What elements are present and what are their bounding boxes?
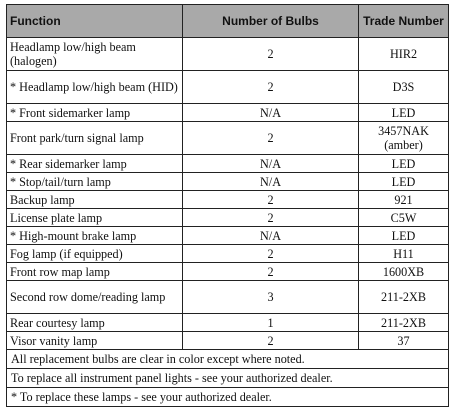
bulb-count-cell: 2 [182, 70, 359, 104]
table-row: Fog lamp (if equipped) 2 H11 [6, 244, 449, 263]
function-cell: * Headlamp low/high beam (HID) [6, 70, 183, 104]
bulb-specification-table-container: Function Number of Bulbs Trade Number He… [6, 4, 449, 407]
bulb-count-cell: 2 [182, 208, 359, 227]
function-cell: Fog lamp (if equipped) [6, 244, 183, 263]
bulb-count-cell: 3 [182, 280, 359, 314]
bulb-count-cell: 2 [182, 37, 359, 71]
note-row: To replace all instrument panel lights -… [6, 368, 449, 388]
trade-number-cell: LED [358, 154, 449, 173]
table-row: Front row map lamp 2 1600XB [6, 262, 449, 281]
table-row: Second row dome/reading lamp 3 211-2XB [6, 280, 449, 314]
function-cell: Headlamp low/high beam (halogen) [6, 37, 183, 71]
table-row: Front park/turn signal lamp 2 3457NAK (a… [6, 121, 449, 155]
trade-number-cell: HIR2 [358, 37, 449, 71]
trade-number-cell: 211-2XB [358, 280, 449, 314]
table-row: * Rear sidemarker lamp N/A LED [6, 154, 449, 173]
table-row: Visor vanity lamp 2 37 [6, 331, 449, 350]
bulb-count-cell: 2 [182, 121, 359, 155]
note-asterisk-dealer: * To replace these lamps - see your auth… [6, 387, 449, 407]
table-row: Rear courtesy lamp 1 211-2XB [6, 313, 449, 332]
note-row: * To replace these lamps - see your auth… [6, 387, 449, 407]
bulb-count-cell: 2 [182, 331, 359, 350]
function-cell: Second row dome/reading lamp [6, 280, 183, 314]
trade-number-cell: 3457NAK (amber) [358, 121, 449, 155]
note-row: All replacement bulbs are clear in color… [6, 349, 449, 369]
header-number-of-bulbs: Number of Bulbs [182, 4, 359, 38]
function-cell: * Rear sidemarker lamp [6, 154, 183, 173]
header-function: Function [6, 4, 183, 38]
trade-number-cell: H11 [358, 244, 449, 263]
bulb-count-cell: 2 [182, 244, 359, 263]
function-cell: License plate lamp [6, 208, 183, 227]
table-row: Headlamp low/high beam (halogen) 2 HIR2 [6, 37, 449, 71]
trade-number-cell: D3S [358, 70, 449, 104]
trade-number-cell: LED [358, 226, 449, 245]
table-row: * Front sidemarker lamp N/A LED [6, 103, 449, 122]
table-row: * Headlamp low/high beam (HID) 2 D3S [6, 70, 449, 104]
bulb-count-cell: 1 [182, 313, 359, 332]
table-row: * High-mount brake lamp N/A LED [6, 226, 449, 245]
function-cell: * High-mount brake lamp [6, 226, 183, 245]
function-cell: Front row map lamp [6, 262, 183, 281]
function-cell: Rear courtesy lamp [6, 313, 183, 332]
trade-number-cell: 921 [358, 190, 449, 209]
bulb-count-cell: 2 [182, 262, 359, 281]
trade-number-cell: LED [358, 172, 449, 191]
bulb-count-cell: N/A [182, 154, 359, 173]
function-cell: * Stop/tail/turn lamp [6, 172, 183, 191]
header-trade-number: Trade Number [358, 4, 449, 38]
bulb-count-cell: N/A [182, 172, 359, 191]
table-row: Backup lamp 2 921 [6, 190, 449, 209]
trade-number-cell: 211-2XB [358, 313, 449, 332]
function-cell: Front park/turn signal lamp [6, 121, 183, 155]
table-row: * Stop/tail/turn lamp N/A LED [6, 172, 449, 191]
note-instrument-panel: To replace all instrument panel lights -… [6, 368, 449, 388]
bulb-count-cell: 2 [182, 190, 359, 209]
bulb-specification-table: Function Number of Bulbs Trade Number He… [6, 4, 449, 407]
function-cell: * Front sidemarker lamp [6, 103, 183, 122]
bulb-count-cell: N/A [182, 103, 359, 122]
trade-number-cell: 37 [358, 331, 449, 350]
trade-number-cell: LED [358, 103, 449, 122]
note-clear-color: All replacement bulbs are clear in color… [6, 349, 449, 369]
function-cell: Backup lamp [6, 190, 183, 209]
table-row: License plate lamp 2 C5W [6, 208, 449, 227]
function-cell: Visor vanity lamp [6, 331, 183, 350]
table-header-row: Function Number of Bulbs Trade Number [6, 4, 449, 38]
bulb-count-cell: N/A [182, 226, 359, 245]
trade-number-cell: C5W [358, 208, 449, 227]
trade-number-cell: 1600XB [358, 262, 449, 281]
